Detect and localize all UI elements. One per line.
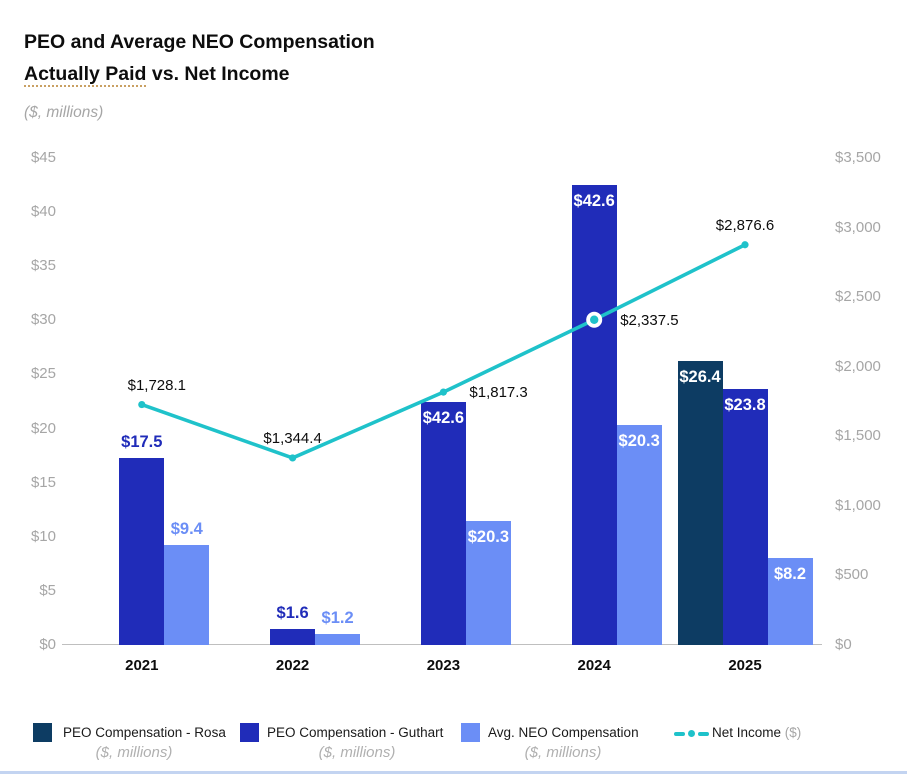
left-axis-tick: $25 — [30, 365, 56, 383]
left-axis-tick: $5 — [39, 581, 56, 599]
left-axis-tick: $30 — [30, 311, 56, 329]
chart-title-line1: PEO and Average NEO Compensation — [24, 31, 375, 53]
legend-label-net-income: Net Income ($) — [712, 725, 802, 740]
bar-label-neo-2024: $20.3 — [618, 432, 660, 451]
bar-label-neo-2025: $8.2 — [773, 565, 807, 584]
chart-title-underlined-phrase: Actually Paid — [24, 63, 147, 87]
left-axis-tick: $40 — [30, 203, 56, 221]
chart-title-line2-rest: vs. Net Income — [146, 63, 290, 85]
net-income-marker — [138, 400, 146, 409]
legend-sublabel-guthart: ($, millions) — [318, 744, 396, 761]
net-income-label-2024: $2,337.5 — [620, 311, 679, 329]
net-income-label-2023: $1,817.3 — [469, 384, 528, 402]
bar-label-guthart-2024: $42.6 — [573, 192, 615, 211]
chart-title-line2: Actually Paid vs. Net Income — [24, 58, 375, 90]
legend-sublabel-rosa: ($, millions) — [95, 744, 173, 761]
bar-label-neo-2022: $1.2 — [321, 609, 354, 628]
legend-label-guthart: PEO Compensation - Guthart — [267, 725, 444, 740]
chart-subtitle: ($, millions) — [24, 104, 104, 121]
legend-swatch-guthart — [240, 723, 259, 742]
x-axis-label-2025: 2025 — [728, 657, 762, 674]
right-axis-tick: $1,000 — [835, 496, 881, 514]
legend-label-neo: Avg. NEO Compensation — [488, 725, 639, 740]
bottom-accent-strip — [0, 771, 907, 774]
net-income-marker — [289, 454, 297, 462]
bar-neo-2022 — [315, 634, 361, 645]
right-axis-tick: $0 — [835, 636, 852, 653]
bar-neo-2021 — [164, 545, 210, 645]
bar-label-guthart-2025: $23.8 — [724, 395, 766, 414]
bar-guthart-2021 — [119, 457, 165, 645]
right-axis-tick: $1,500 — [835, 427, 881, 445]
bar-label-neo-2021: $9.4 — [170, 520, 203, 539]
left-axis-tick: $0 — [39, 636, 56, 653]
bar-guthart-2025 — [722, 388, 768, 645]
net-income-marker — [439, 388, 447, 396]
right-axis-tick: $2,000 — [835, 357, 881, 375]
chart-title: PEO and Average NEO Compensation Actuall… — [24, 26, 375, 90]
x-axis-label-2024: 2024 — [577, 657, 611, 674]
legend-swatch-rosa — [33, 723, 52, 742]
right-axis-tick: $500 — [835, 566, 869, 584]
bar-label-rosa-2025: $26.4 — [679, 368, 721, 387]
bar-guthart-2024 — [571, 185, 617, 645]
right-axis-tick: $2,500 — [835, 288, 881, 306]
legend-label-rosa: PEO Compensation - Rosa — [63, 725, 226, 740]
bar-label-guthart-2022: $1.6 — [276, 603, 309, 622]
legend-swatch-neo — [461, 723, 480, 742]
bar-neo-2023 — [465, 520, 511, 645]
net-income-label-2021: $1,728.1 — [127, 376, 186, 394]
right-axis-tick: $3,000 — [835, 218, 881, 236]
bar-rosa-2025 — [677, 361, 723, 645]
net-income-label-2025: $2,876.6 — [715, 216, 775, 234]
bar-label-guthart-2021: $17.5 — [121, 432, 163, 451]
net-income-label-2022: $1,344.4 — [263, 429, 322, 447]
bar-neo-2025 — [767, 558, 813, 645]
left-axis-tick: $15 — [30, 473, 56, 491]
bar-guthart-2023 — [420, 401, 466, 645]
bar-guthart-2022 — [270, 628, 316, 645]
left-axis-tick: $20 — [30, 419, 56, 437]
x-axis-label-2022: 2022 — [275, 657, 310, 674]
x-axis-label-2023: 2023 — [426, 657, 461, 674]
left-axis-tick: $45 — [30, 149, 56, 166]
net-income-marker — [741, 241, 749, 249]
x-axis-label-2021: 2021 — [125, 657, 159, 674]
net-income-line-icon — [674, 730, 709, 737]
legend-sublabel-neo: ($, millions) — [524, 744, 602, 761]
left-axis-tick: $10 — [30, 527, 56, 545]
bar-neo-2024 — [616, 425, 662, 645]
right-axis-tick: $3,500 — [835, 149, 881, 166]
bar-label-neo-2023: $20.3 — [467, 527, 510, 546]
left-axis-tick: $35 — [30, 257, 56, 275]
bar-label-guthart-2023: $42.6 — [422, 408, 465, 427]
